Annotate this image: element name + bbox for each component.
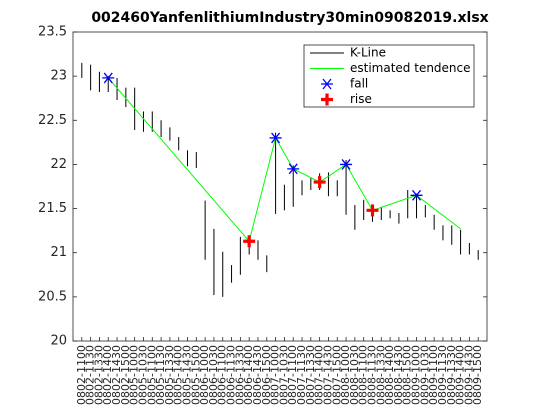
- legend-swatch: [321, 93, 333, 106]
- x-tick-label: 0806-1330: [233, 345, 246, 405]
- x-tick-label: 0808-1400: [383, 345, 396, 405]
- fall-marker: [340, 159, 353, 170]
- y-tick-label: 23.5: [38, 25, 67, 40]
- x-tick-label: 0802-1330: [92, 345, 105, 405]
- x-tick-label: 0809-1030: [418, 345, 431, 405]
- x-tick-label: 0808-1100: [357, 345, 370, 405]
- x-tick-label: 0807-1500: [330, 345, 343, 405]
- x-tick-label: 0805-1330: [163, 345, 176, 405]
- x-tick-label: 0809-1330: [445, 345, 458, 405]
- legend-box: [303, 44, 475, 108]
- legend-label: estimated tendence: [350, 61, 471, 75]
- x-tick-label: 0805-1030: [136, 345, 149, 405]
- legend-label: rise: [350, 92, 372, 106]
- x-tick-label: 0805-1430: [181, 345, 194, 405]
- y-tick-label: 20: [50, 334, 67, 349]
- x-tick-label: 0809-1400: [454, 345, 467, 405]
- legend-label: K-Line: [350, 46, 386, 60]
- x-tick-label: 0807-1400: [313, 345, 326, 405]
- fall-marker: [410, 189, 423, 201]
- x-tick-label: 0805-1130: [154, 345, 167, 405]
- y-tick-label: 23: [50, 69, 67, 84]
- fall-marker: [269, 132, 282, 144]
- x-tick-label: 0802-1500: [119, 345, 132, 405]
- axes-box: [72, 31, 488, 342]
- x-tick-label: 0802-1400: [101, 345, 114, 405]
- x-tick-label: 0809-1500: [471, 345, 484, 405]
- x-tick-label: 0807-1430: [321, 345, 334, 405]
- x-tick-label: 0808-1130: [365, 345, 378, 405]
- x-tick-label: 0805-1000: [128, 345, 141, 405]
- x-tick-label: 0808-1030: [348, 345, 361, 405]
- x-tick-label: 0806-1430: [251, 345, 264, 405]
- x-tick-label: 0806-1000: [198, 345, 211, 405]
- x-tick-label: 0805-1100: [145, 345, 158, 405]
- x-tick-label: 0806-1130: [225, 345, 238, 405]
- x-tick-label: 0802-1100: [75, 345, 88, 405]
- y-tick-label: 20.5: [38, 289, 67, 304]
- x-tick-label: 0806-1030: [207, 345, 220, 405]
- y-tick-label: 21.5: [38, 201, 67, 216]
- x-tick-label: 0807-1100: [286, 345, 299, 405]
- x-tick-label: 0806-1400: [242, 345, 255, 405]
- x-tick-label: 0806-1100: [216, 345, 229, 405]
- y-tick-label: 22: [50, 157, 67, 172]
- legend-label: fall: [350, 77, 368, 91]
- y-tick-label: 21: [50, 245, 67, 260]
- x-tick-label: 0809-1000: [410, 345, 423, 405]
- x-tick-label: 0807-1130: [295, 345, 308, 405]
- x-tick-label: 0807-1330: [304, 345, 317, 405]
- x-tick-label: 0807-1030: [277, 345, 290, 405]
- x-tick-label: 0802-1130: [84, 345, 97, 405]
- x-tick-label: 0809-1430: [462, 345, 475, 405]
- x-tick-label: 0809-1100: [427, 345, 440, 405]
- rise-marker: [366, 204, 379, 217]
- rise-marker: [243, 235, 256, 248]
- fall-marker: [102, 72, 115, 84]
- x-tick-label: 0808-1330: [374, 345, 387, 405]
- rise-marker: [313, 176, 326, 189]
- x-tick-label: 0809-1130: [436, 345, 449, 405]
- fall-marker: [287, 163, 300, 175]
- x-tick-label: 0807-1000: [269, 345, 282, 405]
- x-tick-label: 0808-1430: [392, 345, 405, 405]
- x-tick-label: 0805-1500: [189, 345, 202, 405]
- chart-title: 002460YanfenlithiumIndustry30min09082019…: [91, 10, 488, 26]
- legend-swatch: [321, 78, 333, 90]
- x-tick-label: 0808-1000: [339, 345, 352, 405]
- y-tick-label: 22.5: [38, 113, 67, 128]
- x-tick-label: 0808-1500: [401, 345, 414, 405]
- x-tick-label: 0805-1400: [172, 345, 185, 405]
- x-tick-label: 0806-1500: [260, 345, 273, 405]
- x-tick-label: 0802-1430: [110, 345, 123, 405]
